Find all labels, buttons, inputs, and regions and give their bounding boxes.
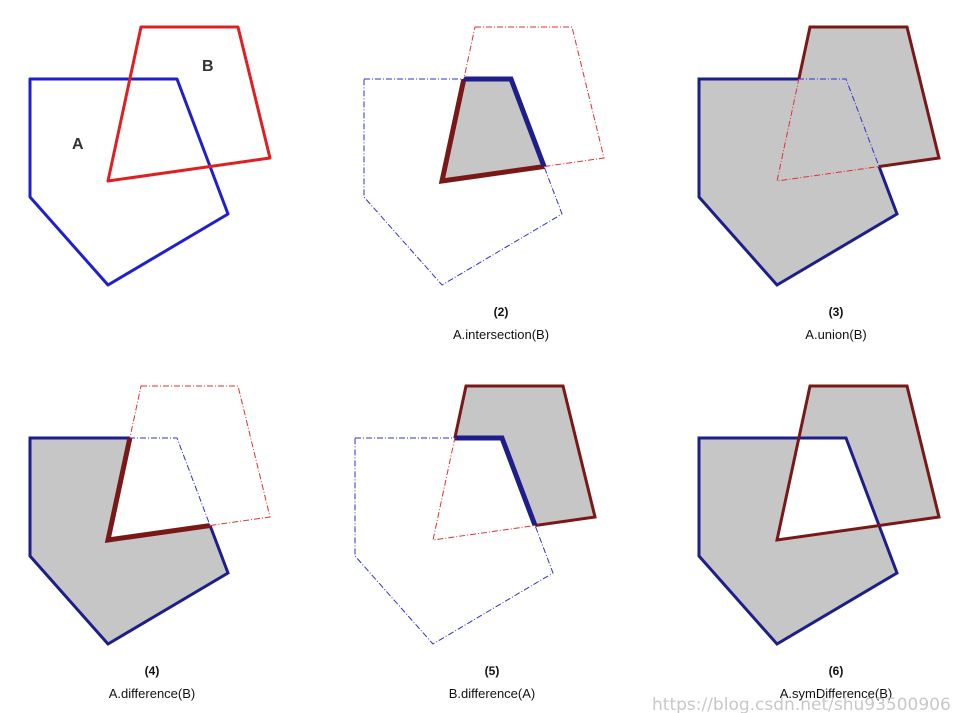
caption-text: A.difference(B) xyxy=(109,686,195,701)
polygon-b-inner-outline xyxy=(104,438,228,543)
polygon-a-dashed xyxy=(354,437,554,645)
union-shading-b xyxy=(777,27,939,181)
panel-original: A B xyxy=(28,25,272,287)
polygon-b-outline xyxy=(775,25,941,183)
caption-text: B.difference(A) xyxy=(449,686,535,701)
polygon-b-outline xyxy=(431,384,597,542)
polygon-a-outline xyxy=(697,436,899,646)
sym-shading-b xyxy=(777,386,939,540)
caption-number: (3) xyxy=(829,305,844,319)
caption-text: A.intersection(B) xyxy=(453,327,549,342)
caption-number: (5) xyxy=(485,664,500,678)
label-b: B xyxy=(202,58,214,75)
label-a: A xyxy=(72,136,84,153)
polygon-b-dashed xyxy=(107,385,271,541)
caption-number: (4) xyxy=(145,664,160,678)
panel-a-difference-b: (4) A.difference(B) xyxy=(28,385,271,701)
caption-text: A.union(B) xyxy=(805,327,866,342)
caption-number: (6) xyxy=(829,664,844,678)
polygon-b-dashed xyxy=(441,26,605,182)
caption-text: A.symDifference(B) xyxy=(780,686,892,701)
intersection-outline xyxy=(438,79,562,184)
polygon-b xyxy=(106,25,272,183)
caption-number: (2) xyxy=(494,305,509,319)
watermark: https://blog.csdn.net/shu93500906 xyxy=(652,695,951,713)
panel-sym-difference: (6) A.symDifference(B) xyxy=(697,384,941,701)
panel-union: (3) A.union(B) xyxy=(697,25,941,342)
polygon-a xyxy=(28,77,230,287)
panel-b-difference-a: (5) B.difference(A) xyxy=(354,384,597,701)
panel-intersection: (2) A.intersection(B) xyxy=(363,26,605,342)
difference-shading xyxy=(30,438,228,644)
polygon-b-outline xyxy=(775,384,941,542)
